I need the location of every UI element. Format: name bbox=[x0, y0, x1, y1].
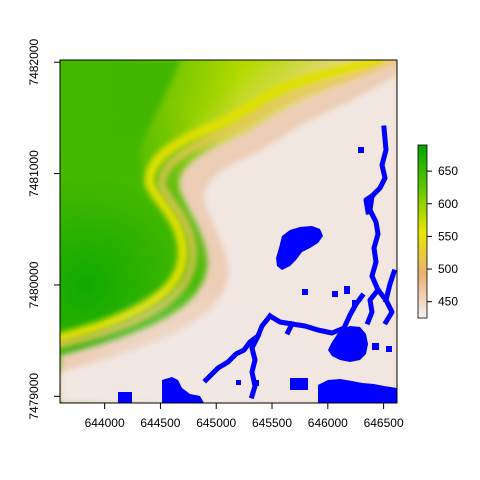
y-tick-label: 7479000 bbox=[27, 373, 41, 420]
colorbar bbox=[417, 144, 428, 319]
x-tick-label: 644000 bbox=[85, 416, 125, 430]
elevation-raster bbox=[60, 60, 397, 403]
lake-southwest bbox=[162, 377, 204, 403]
rivers bbox=[202, 125, 397, 400]
y-tick-label: 7481000 bbox=[27, 150, 41, 197]
x-tick-label: 644500 bbox=[140, 416, 180, 430]
colorbar-ticks: 450 500 550 600 650 bbox=[427, 164, 458, 309]
colorbar-tick-label: 450 bbox=[438, 295, 458, 309]
colorbar-tick-label: 500 bbox=[438, 262, 458, 276]
colorbar-legend: 450 500 550 600 650 bbox=[417, 144, 458, 319]
y-axis: 7479000 7480000 7481000 7482000 bbox=[27, 39, 60, 420]
x-tick-label: 646500 bbox=[364, 416, 404, 430]
x-tick-label: 645000 bbox=[196, 416, 236, 430]
x-tick-label: 645500 bbox=[252, 416, 292, 430]
lake-east bbox=[328, 326, 368, 362]
y-tick-label: 7480000 bbox=[27, 261, 41, 308]
plot-frame bbox=[59, 59, 398, 404]
y-tick-label: 7482000 bbox=[27, 39, 41, 86]
colorbar-tick-label: 550 bbox=[438, 229, 458, 243]
x-tick-label: 646000 bbox=[308, 416, 348, 430]
x-axis: 644000 644500 645000 645500 646000 646500 bbox=[85, 403, 404, 430]
colorbar-tick-label: 650 bbox=[438, 164, 458, 178]
lake-center bbox=[276, 226, 323, 270]
colorbar-tick-label: 600 bbox=[438, 197, 458, 211]
lake-southeast bbox=[318, 379, 397, 403]
